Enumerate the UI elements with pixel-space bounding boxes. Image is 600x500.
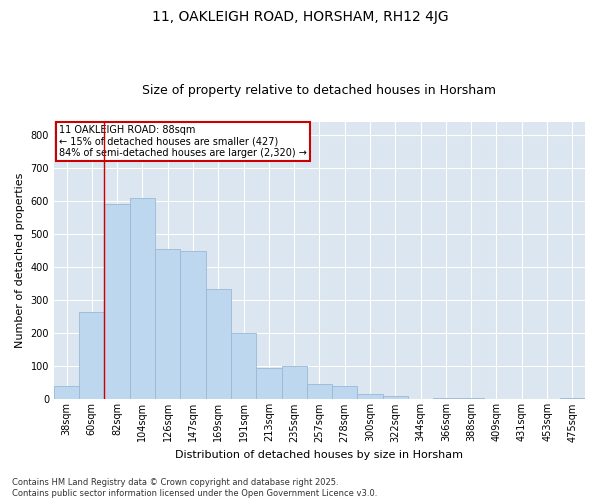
X-axis label: Distribution of detached houses by size in Horsham: Distribution of detached houses by size … (175, 450, 463, 460)
Bar (54, 386, 79, 400)
Bar (458, 398, 484, 400)
Bar (181, 250, 206, 400)
Bar (358, 394, 383, 400)
Bar (383, 396, 408, 400)
Text: 11, OAKLEIGH ROAD, HORSHAM, RH12 4JG: 11, OAKLEIGH ROAD, HORSHAM, RH12 4JG (152, 10, 448, 24)
Bar (560, 398, 585, 400)
Y-axis label: Number of detached properties: Number of detached properties (15, 173, 25, 348)
Bar (281, 366, 307, 400)
Bar (307, 384, 332, 400)
Text: 11 OAKLEIGH ROAD: 88sqm
← 15% of detached houses are smaller (427)
84% of semi-d: 11 OAKLEIGH ROAD: 88sqm ← 15% of detache… (59, 124, 307, 158)
Title: Size of property relative to detached houses in Horsham: Size of property relative to detached ho… (142, 84, 496, 97)
Bar (231, 334, 256, 400)
Bar (79, 312, 104, 400)
Bar (332, 386, 358, 400)
Bar (256, 368, 281, 400)
Text: Contains HM Land Registry data © Crown copyright and database right 2025.
Contai: Contains HM Land Registry data © Crown c… (12, 478, 377, 498)
Bar (206, 288, 231, 400)
Bar (155, 249, 181, 400)
Bar (104, 204, 130, 400)
Bar (433, 398, 458, 400)
Bar (130, 198, 155, 400)
